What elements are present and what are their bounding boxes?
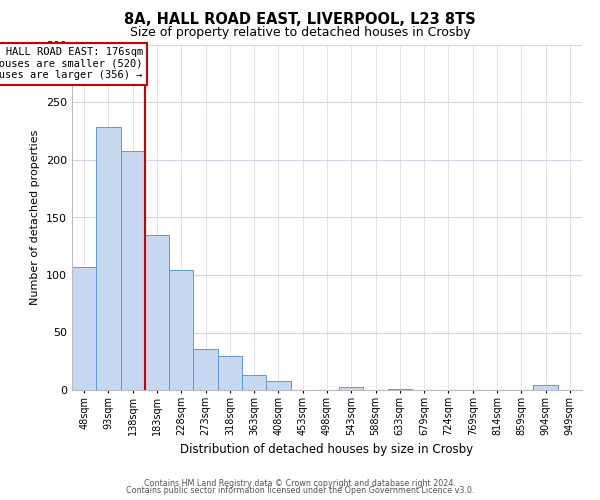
- Text: 8A HALL ROAD EAST: 176sqm
← 59% of detached houses are smaller (520)
41% of semi: 8A HALL ROAD EAST: 176sqm ← 59% of detac…: [0, 48, 143, 80]
- Text: Contains HM Land Registry data © Crown copyright and database right 2024.: Contains HM Land Registry data © Crown c…: [144, 478, 456, 488]
- Bar: [72, 267, 96, 390]
- Bar: [533, 386, 558, 390]
- Bar: [218, 356, 242, 390]
- Bar: [339, 386, 364, 390]
- Text: Size of property relative to detached houses in Crosby: Size of property relative to detached ho…: [130, 26, 470, 39]
- Y-axis label: Number of detached properties: Number of detached properties: [31, 130, 40, 305]
- Bar: [145, 235, 169, 390]
- Bar: [242, 375, 266, 390]
- X-axis label: Distribution of detached houses by size in Crosby: Distribution of detached houses by size …: [181, 444, 473, 456]
- Bar: [266, 381, 290, 390]
- Bar: [169, 270, 193, 390]
- Text: 8A, HALL ROAD EAST, LIVERPOOL, L23 8TS: 8A, HALL ROAD EAST, LIVERPOOL, L23 8TS: [124, 12, 476, 28]
- Bar: [121, 151, 145, 390]
- Bar: [388, 389, 412, 390]
- Bar: [96, 126, 121, 390]
- Bar: [193, 348, 218, 390]
- Text: Contains public sector information licensed under the Open Government Licence v3: Contains public sector information licen…: [126, 486, 474, 495]
